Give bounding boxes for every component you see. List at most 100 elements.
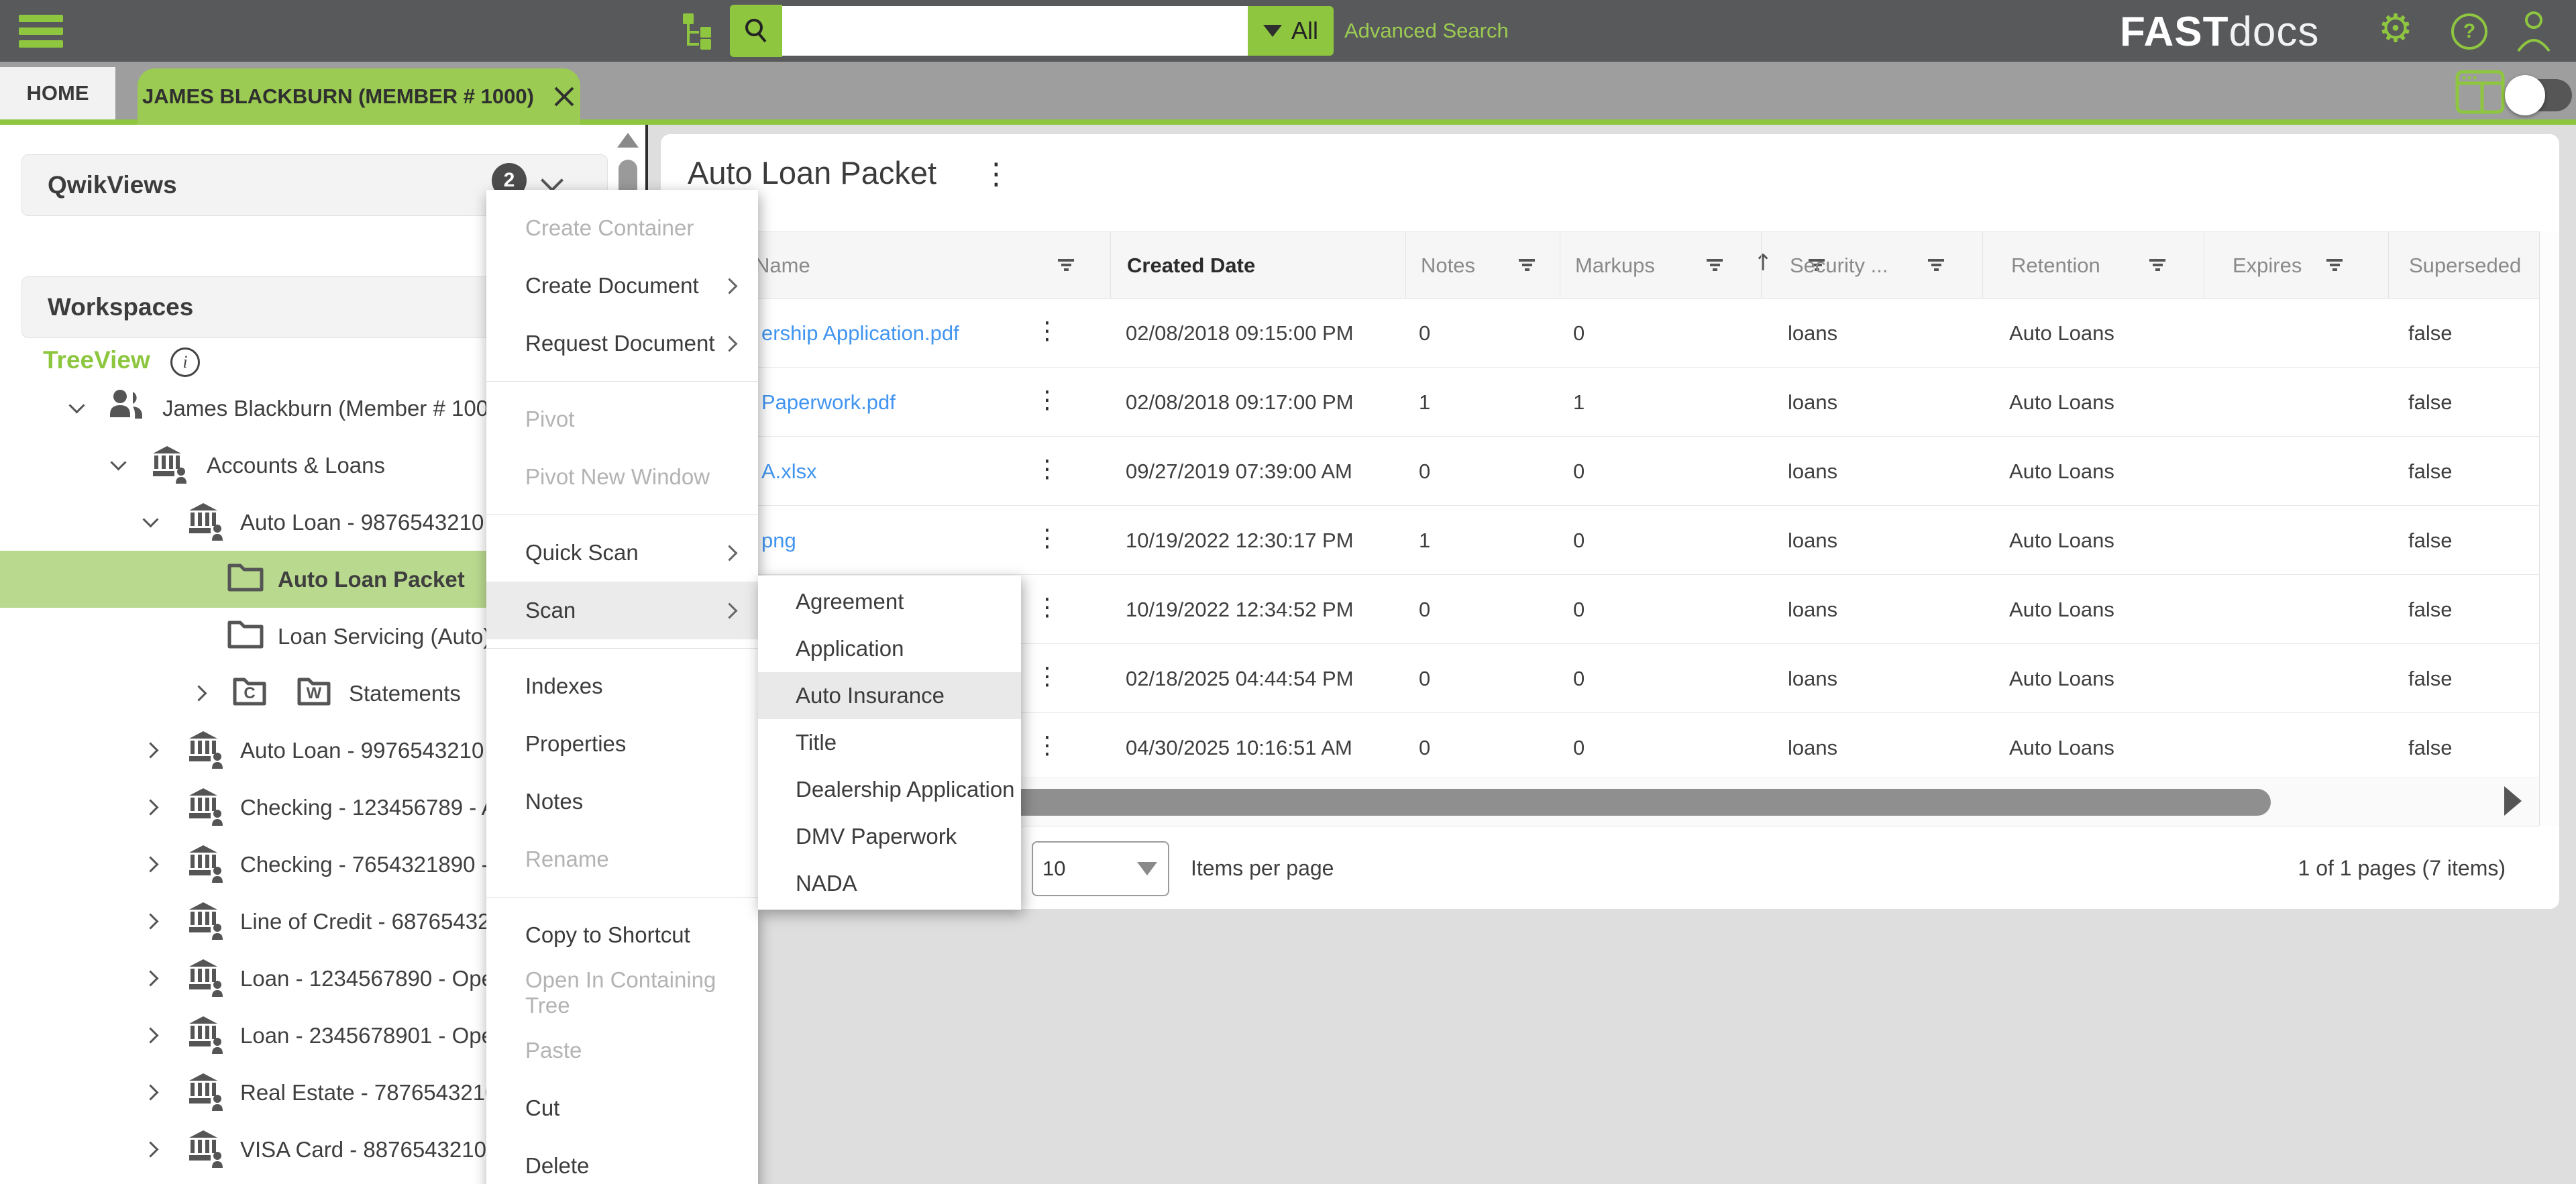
context-menu-item[interactable]: Request Document bbox=[486, 315, 758, 372]
search-input[interactable] bbox=[782, 6, 1248, 56]
tree-hierarchy-icon[interactable] bbox=[682, 12, 718, 53]
tree-expander-icon[interactable] bbox=[142, 856, 159, 873]
filter-icon[interactable] bbox=[2326, 259, 2343, 274]
tree-expander-icon[interactable] bbox=[110, 454, 127, 471]
row-kebab-menu-icon[interactable]: ⋮ bbox=[1035, 455, 1059, 483]
bank-icon bbox=[189, 1016, 223, 1054]
submenu-item[interactable]: Dealership Application bbox=[758, 766, 1021, 813]
page-size-select[interactable]: 10 bbox=[1032, 841, 1169, 896]
row-kebab-menu-icon[interactable]: ⋮ bbox=[1035, 525, 1059, 552]
tree-expander-icon[interactable] bbox=[142, 511, 159, 528]
context-menu-item[interactable]: Paste bbox=[486, 1022, 758, 1079]
tree-expander-icon[interactable] bbox=[142, 742, 159, 759]
context-menu-item[interactable] bbox=[486, 381, 758, 382]
close-icon[interactable] bbox=[553, 85, 576, 108]
context-menu-item[interactable]: Pivot bbox=[486, 390, 758, 448]
context-menu-item[interactable]: Scan bbox=[486, 582, 758, 639]
tree-expander-icon[interactable] bbox=[142, 970, 159, 987]
tree-expander-icon[interactable] bbox=[142, 913, 159, 930]
col-notes[interactable]: Notes bbox=[1421, 254, 1475, 277]
hamburger-menu-icon[interactable] bbox=[19, 15, 63, 48]
filter-icon[interactable] bbox=[2149, 259, 2165, 274]
qwikviews-header[interactable]: QwikViews 2 bbox=[21, 154, 608, 216]
context-menu-item[interactable]: Create Document bbox=[486, 257, 758, 315]
filter-icon[interactable] bbox=[1058, 259, 1074, 274]
col-security[interactable]: Security ... bbox=[1790, 254, 1888, 277]
filter-icon[interactable] bbox=[1707, 259, 1723, 274]
context-menu-item[interactable]: Cut bbox=[486, 1079, 758, 1137]
context-menu-item[interactable]: Notes bbox=[486, 773, 758, 830]
context-menu-item[interactable]: Indexes bbox=[486, 657, 758, 715]
filter-icon[interactable] bbox=[1809, 259, 1825, 274]
context-menu-item[interactable] bbox=[486, 897, 758, 898]
vertical-scrollbar[interactable] bbox=[2539, 231, 2559, 826]
document-name-link[interactable]: ership Application.pdf bbox=[761, 321, 959, 345]
table-row[interactable]: Paperwork.pdf ⋮ 02/08/2018 09:17:00 PM 1… bbox=[661, 368, 2539, 437]
col-markups[interactable]: Markups bbox=[1575, 254, 1655, 277]
tree-expander-icon[interactable] bbox=[142, 799, 159, 816]
tree-node[interactable]: C W Statements bbox=[0, 665, 645, 722]
tree-node[interactable]: James Blackburn (Member # 1000) bbox=[0, 380, 645, 437]
scrollbar-right-arrow[interactable] bbox=[2504, 786, 2522, 816]
row-kebab-menu-icon[interactable]: ⋮ bbox=[1035, 386, 1059, 414]
tree-expander-icon[interactable] bbox=[191, 685, 207, 702]
title-kebab-menu-icon[interactable]: ⋮ bbox=[981, 157, 1011, 191]
filter-icon[interactable] bbox=[1519, 259, 1535, 274]
tree-node[interactable]: Loan Servicing (Auto) bbox=[0, 608, 645, 665]
tree-node[interactable]: Accounts & Loans bbox=[0, 437, 645, 494]
submenu-item[interactable]: Auto Insurance bbox=[758, 672, 1021, 719]
submenu-item[interactable]: Application bbox=[758, 625, 1021, 672]
col-expires[interactable]: Expires bbox=[2233, 254, 2302, 277]
tab-home[interactable]: HOME bbox=[0, 67, 115, 119]
tree-expander-icon[interactable] bbox=[142, 1141, 159, 1158]
search-button[interactable] bbox=[730, 5, 782, 57]
filter-icon[interactable] bbox=[1928, 259, 1944, 274]
tab-member-active[interactable]: JAMES BLACKBURN (MEMBER # 1000) bbox=[138, 68, 580, 125]
context-menu-item[interactable]: Pivot New Window bbox=[486, 448, 758, 506]
row-kebab-menu-icon[interactable]: ⋮ bbox=[1035, 317, 1059, 345]
advanced-search-link[interactable]: Advanced Search bbox=[1344, 19, 1509, 42]
col-retention[interactable]: Retention bbox=[2011, 254, 2100, 277]
layout-panels-icon[interactable] bbox=[2455, 70, 2505, 117]
table-row[interactable]: ership Application.pdf ⋮ 02/08/2018 09:1… bbox=[661, 299, 2539, 368]
context-menu-item[interactable] bbox=[486, 648, 758, 649]
user-profile-icon[interactable] bbox=[2514, 9, 2553, 56]
context-menu-item[interactable]: Delete bbox=[486, 1137, 758, 1184]
tree-expander-icon[interactable] bbox=[68, 397, 85, 414]
search-scope-dropdown[interactable]: All bbox=[1248, 6, 1334, 56]
context-menu-item[interactable]: Open In Containing Tree bbox=[486, 964, 758, 1022]
cell-security: loans bbox=[1788, 736, 1838, 759]
context-menu-item[interactable]: Properties bbox=[486, 715, 758, 773]
tree-node[interactable]: Loan - 2345678901 - Opened bbox=[0, 1007, 645, 1064]
context-menu-item[interactable]: Rename bbox=[486, 830, 758, 888]
row-kebab-menu-icon[interactable]: ⋮ bbox=[1035, 594, 1059, 621]
context-menu-item[interactable]: Create Container bbox=[486, 199, 758, 257]
context-menu-item[interactable]: Quick Scan bbox=[486, 524, 758, 582]
chevron-down-icon[interactable] bbox=[541, 169, 564, 192]
submenu-item[interactable]: DMV Paperwork bbox=[758, 813, 1021, 860]
tree-expander-icon[interactable] bbox=[142, 1027, 159, 1044]
row-kebab-menu-icon[interactable]: ⋮ bbox=[1035, 732, 1059, 759]
table-row[interactable]: A.xlsx ⋮ 09/27/2019 07:39:00 AM 0 0 loan… bbox=[661, 437, 2539, 506]
info-icon[interactable]: i bbox=[170, 347, 200, 377]
help-icon[interactable]: ? bbox=[2451, 13, 2487, 50]
table-row[interactable]: png ⋮ 10/19/2022 12:30:17 PM 1 0 loans A… bbox=[661, 506, 2539, 575]
document-name-link[interactable]: Paperwork.pdf bbox=[761, 390, 896, 414]
col-created-date[interactable]: Created Date bbox=[1127, 254, 1256, 277]
submenu-item[interactable]: Title bbox=[758, 719, 1021, 766]
tree-node[interactable]: Loan - 1234567890 - Opened bbox=[0, 950, 645, 1007]
table-row[interactable]: ⋮ 02/18/2025 04:44:54 PM 0 0 loans Auto … bbox=[661, 644, 2539, 713]
svg-text:C: C bbox=[244, 684, 255, 702]
col-superseded[interactable]: Superseded bbox=[2409, 254, 2522, 277]
gear-icon[interactable]: ⚙ bbox=[2378, 5, 2413, 51]
document-name-link[interactable]: png bbox=[761, 529, 796, 552]
context-menu-item[interactable]: Copy to Shortcut bbox=[486, 906, 758, 964]
document-name-link[interactable]: A.xlsx bbox=[761, 460, 817, 483]
row-kebab-menu-icon[interactable]: ⋮ bbox=[1035, 663, 1059, 690]
col-name[interactable]: Name bbox=[755, 254, 810, 277]
tree-expander-icon[interactable] bbox=[142, 1084, 159, 1101]
submenu-item[interactable]: NADA bbox=[758, 860, 1021, 907]
scrollbar-up-arrow[interactable] bbox=[617, 133, 639, 148]
submenu-item[interactable]: Agreement bbox=[758, 578, 1021, 625]
view-toggle-switch[interactable] bbox=[2505, 75, 2572, 115]
